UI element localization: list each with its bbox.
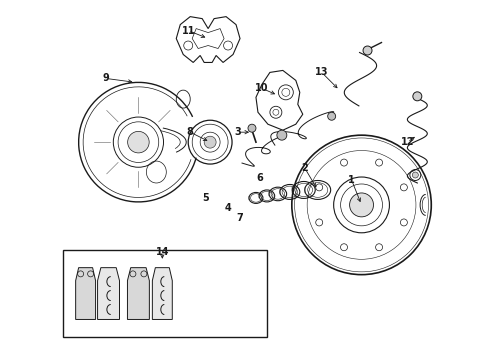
Circle shape xyxy=(413,172,418,178)
Text: 12: 12 xyxy=(401,137,414,147)
Text: 6: 6 xyxy=(257,173,263,183)
Text: 9: 9 xyxy=(102,73,109,84)
Bar xyxy=(63,250,267,337)
Polygon shape xyxy=(75,268,96,319)
Text: 5: 5 xyxy=(202,193,209,203)
Text: 4: 4 xyxy=(225,203,231,213)
Circle shape xyxy=(328,112,336,120)
Circle shape xyxy=(248,124,256,132)
Text: 3: 3 xyxy=(235,127,242,137)
Circle shape xyxy=(128,131,149,153)
Polygon shape xyxy=(127,268,149,319)
Circle shape xyxy=(349,193,373,217)
Text: 11: 11 xyxy=(181,26,195,36)
Text: 14: 14 xyxy=(155,247,169,257)
Circle shape xyxy=(204,136,216,148)
Text: 8: 8 xyxy=(187,127,194,137)
Polygon shape xyxy=(152,268,172,319)
Text: 10: 10 xyxy=(255,84,269,93)
Polygon shape xyxy=(98,268,120,319)
Text: 2: 2 xyxy=(301,163,308,173)
Circle shape xyxy=(277,130,287,140)
Text: 7: 7 xyxy=(237,213,244,223)
Text: 13: 13 xyxy=(315,67,328,77)
Circle shape xyxy=(413,92,422,101)
Circle shape xyxy=(363,46,372,55)
Text: 1: 1 xyxy=(348,175,355,185)
